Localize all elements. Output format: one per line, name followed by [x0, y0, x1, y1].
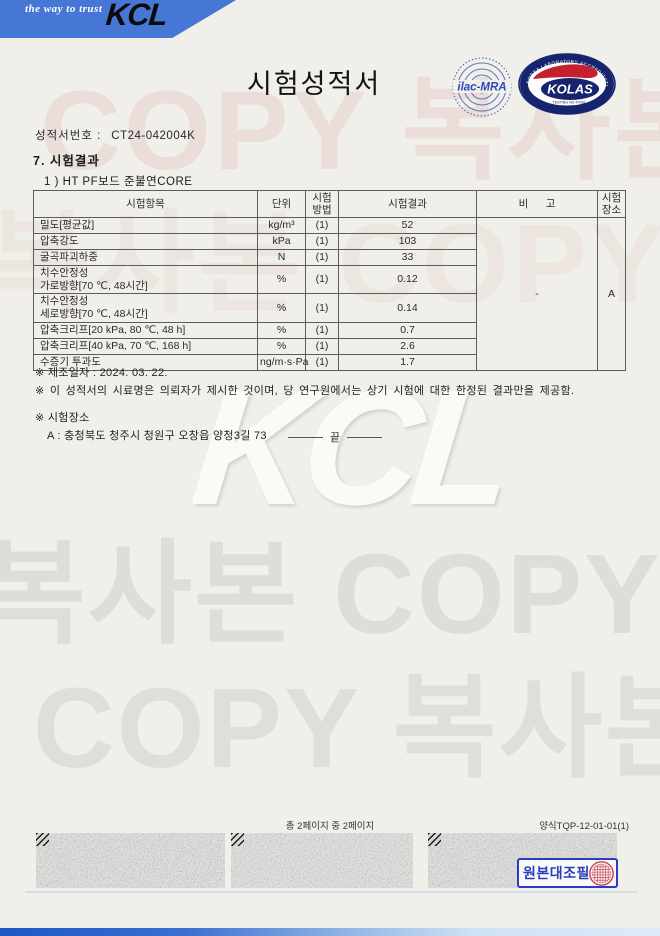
bottom-gradient-bar — [0, 928, 660, 936]
kolas-text: KOLAS — [547, 82, 593, 97]
cell-unit: % — [257, 337, 306, 355]
cell-method: (1) — [305, 337, 339, 355]
table-header-row: 시험항목 단위 시험방법 시험결과 비 고 시험장소 — [33, 189, 626, 219]
redacted-block — [231, 833, 413, 888]
cell-item: 수증기 투과도 — [33, 353, 258, 371]
watermark-copy-mid: 복사본 COPY — [0, 531, 660, 657]
note-manufacture-date: ※ 제조일자 : 2024. 03. 22. — [35, 367, 168, 379]
cell-result: 2.6 — [338, 337, 477, 355]
results-table-wrap: 시험항목 단위 시험방법 시험결과 비 고 시험장소 밀도[평균값] kg/m³… — [33, 189, 626, 371]
original-verified-stamp: 원본대조필 — [517, 858, 618, 888]
cell-method: (1) — [305, 321, 339, 339]
watermark-copy-bottom: COPY 복사본 — [33, 665, 660, 791]
ilac-mra-text: ilac-MRA — [457, 82, 506, 94]
cell-result: 52 — [338, 217, 477, 235]
corner-hatch-mark — [36, 833, 49, 846]
table-row: 밀도[평균값] kg/m³ (1) 52 - A — [33, 217, 626, 371]
cell-item: 압축크리프[40 kPa, 70 ℃, 168 h] — [33, 337, 258, 355]
cell-unit: % — [257, 293, 306, 323]
kolas-sub-text: TESTING NO 47092 — [553, 101, 586, 105]
cell-method: (1) — [305, 265, 339, 295]
cell-item: 밀도[평균값] — [33, 217, 258, 235]
redacted-block — [36, 833, 225, 888]
cell-method: (1) — [305, 353, 339, 371]
cell-item: 압축강도 — [33, 233, 258, 251]
cell-unit: % — [257, 265, 306, 295]
end-mark-dash-right — [347, 436, 382, 438]
cell-result: 0.7 — [338, 321, 477, 339]
cell-method: (1) — [305, 233, 339, 251]
cell-item: 치수안정성 세로방향[70 ℃, 48시간] — [33, 293, 258, 323]
section-subheading: 1 ) HT PF보드 준불연CORE — [44, 176, 193, 188]
report-number-value: CT24-042004K — [111, 130, 196, 142]
cell-unit: kg/m³ — [257, 217, 306, 235]
col-header-remark: 비 고 — [476, 189, 598, 219]
cell-result: 0.12 — [338, 265, 477, 295]
cell-result: 0.14 — [338, 293, 477, 323]
cell-remark: - — [476, 217, 598, 371]
corner-hatch-mark — [231, 833, 244, 846]
cell-unit: N — [257, 249, 306, 267]
table-row: 치수안정성 세로방향[70 ℃, 48시간] % (1) 0.14 — [33, 293, 626, 323]
report-number-row: 성적서번호 : CT24-042004K — [35, 127, 195, 143]
col-header-result: 시험결과 — [338, 189, 477, 219]
cell-item: 치수안정성 가로방향[70 ℃, 48시간] — [33, 265, 258, 295]
form-number: 양식TQP-12-01-01(1) — [539, 821, 629, 832]
end-mark-dash-left — [288, 436, 323, 438]
page-title: 시험성적서 — [247, 69, 382, 99]
cell-item: 굴곡파괴하중 — [33, 249, 258, 267]
red-seal-icon — [589, 861, 614, 886]
table-row: 압축크리프[40 kPa, 70 ℃, 168 h] % (1) 2.6 — [33, 337, 626, 355]
cell-unit: kPa — [257, 233, 306, 251]
cell-method: (1) — [305, 249, 339, 267]
kcl-logo: KCL — [104, 0, 169, 32]
page-info: 총 2페이지 중 2페이지 — [285, 821, 375, 832]
note-disclaimer: ※ 이 성적서의 시료명은 의뢰자가 제시한 것이며, 당 연구원에서는 상기 … — [35, 385, 575, 397]
table-row: 압축강도 kPa (1) 103 — [33, 233, 626, 251]
corner-hatch-mark — [428, 833, 441, 846]
col-header-location: 시험장소 — [597, 189, 626, 219]
col-header-unit: 단위 — [257, 189, 306, 219]
results-table: 시험항목 단위 시험방법 시험결과 비 고 시험장소 밀도[평균값] kg/m³… — [33, 189, 626, 371]
ilac-mra-logo: ilac-MRA — [452, 57, 512, 117]
cell-item: 압축크리프[20 kPa, 80 ℃, 48 h] — [33, 321, 258, 339]
stamp-text: 원본대조필 — [523, 865, 590, 881]
col-header-method: 시험방법 — [305, 189, 339, 219]
cell-result: 1.7 — [338, 353, 477, 371]
kcl-tagline: the way to trust — [25, 3, 103, 15]
report-number-label: 성적서번호 : — [35, 130, 102, 142]
section-heading: 7. 시험결과 — [33, 154, 100, 168]
divider-line — [25, 891, 637, 893]
cell-method: (1) — [305, 217, 339, 235]
col-header-item: 시험항목 — [33, 189, 258, 219]
cell-location: A — [597, 217, 626, 371]
note-location-detail: A : 충청북도 청주시 청원구 오창읍 양청3길 73 — [47, 430, 267, 442]
cell-result: 33 — [338, 249, 477, 267]
table-row: 굴곡파괴하중 N (1) 33 — [33, 249, 626, 267]
note-location-heading: ※ 시험장소 — [35, 412, 90, 424]
table-row: 압축크리프[20 kPa, 80 ℃, 48 h] % (1) 0.7 — [33, 321, 626, 339]
table-row: 수증기 투과도 ng/m·s·Pa (1) 1.7 — [33, 353, 626, 371]
cell-unit: % — [257, 321, 306, 339]
cell-result: 103 — [338, 233, 477, 251]
cell-unit: ng/m·s·Pa — [257, 353, 308, 371]
end-mark: 끝 — [288, 429, 382, 445]
kolas-logo: KOREA LABORATORY ACCREDITATION SCHEME KO… — [517, 52, 616, 115]
cell-method: (1) — [305, 293, 339, 323]
end-mark-label: 끝 — [329, 432, 341, 444]
